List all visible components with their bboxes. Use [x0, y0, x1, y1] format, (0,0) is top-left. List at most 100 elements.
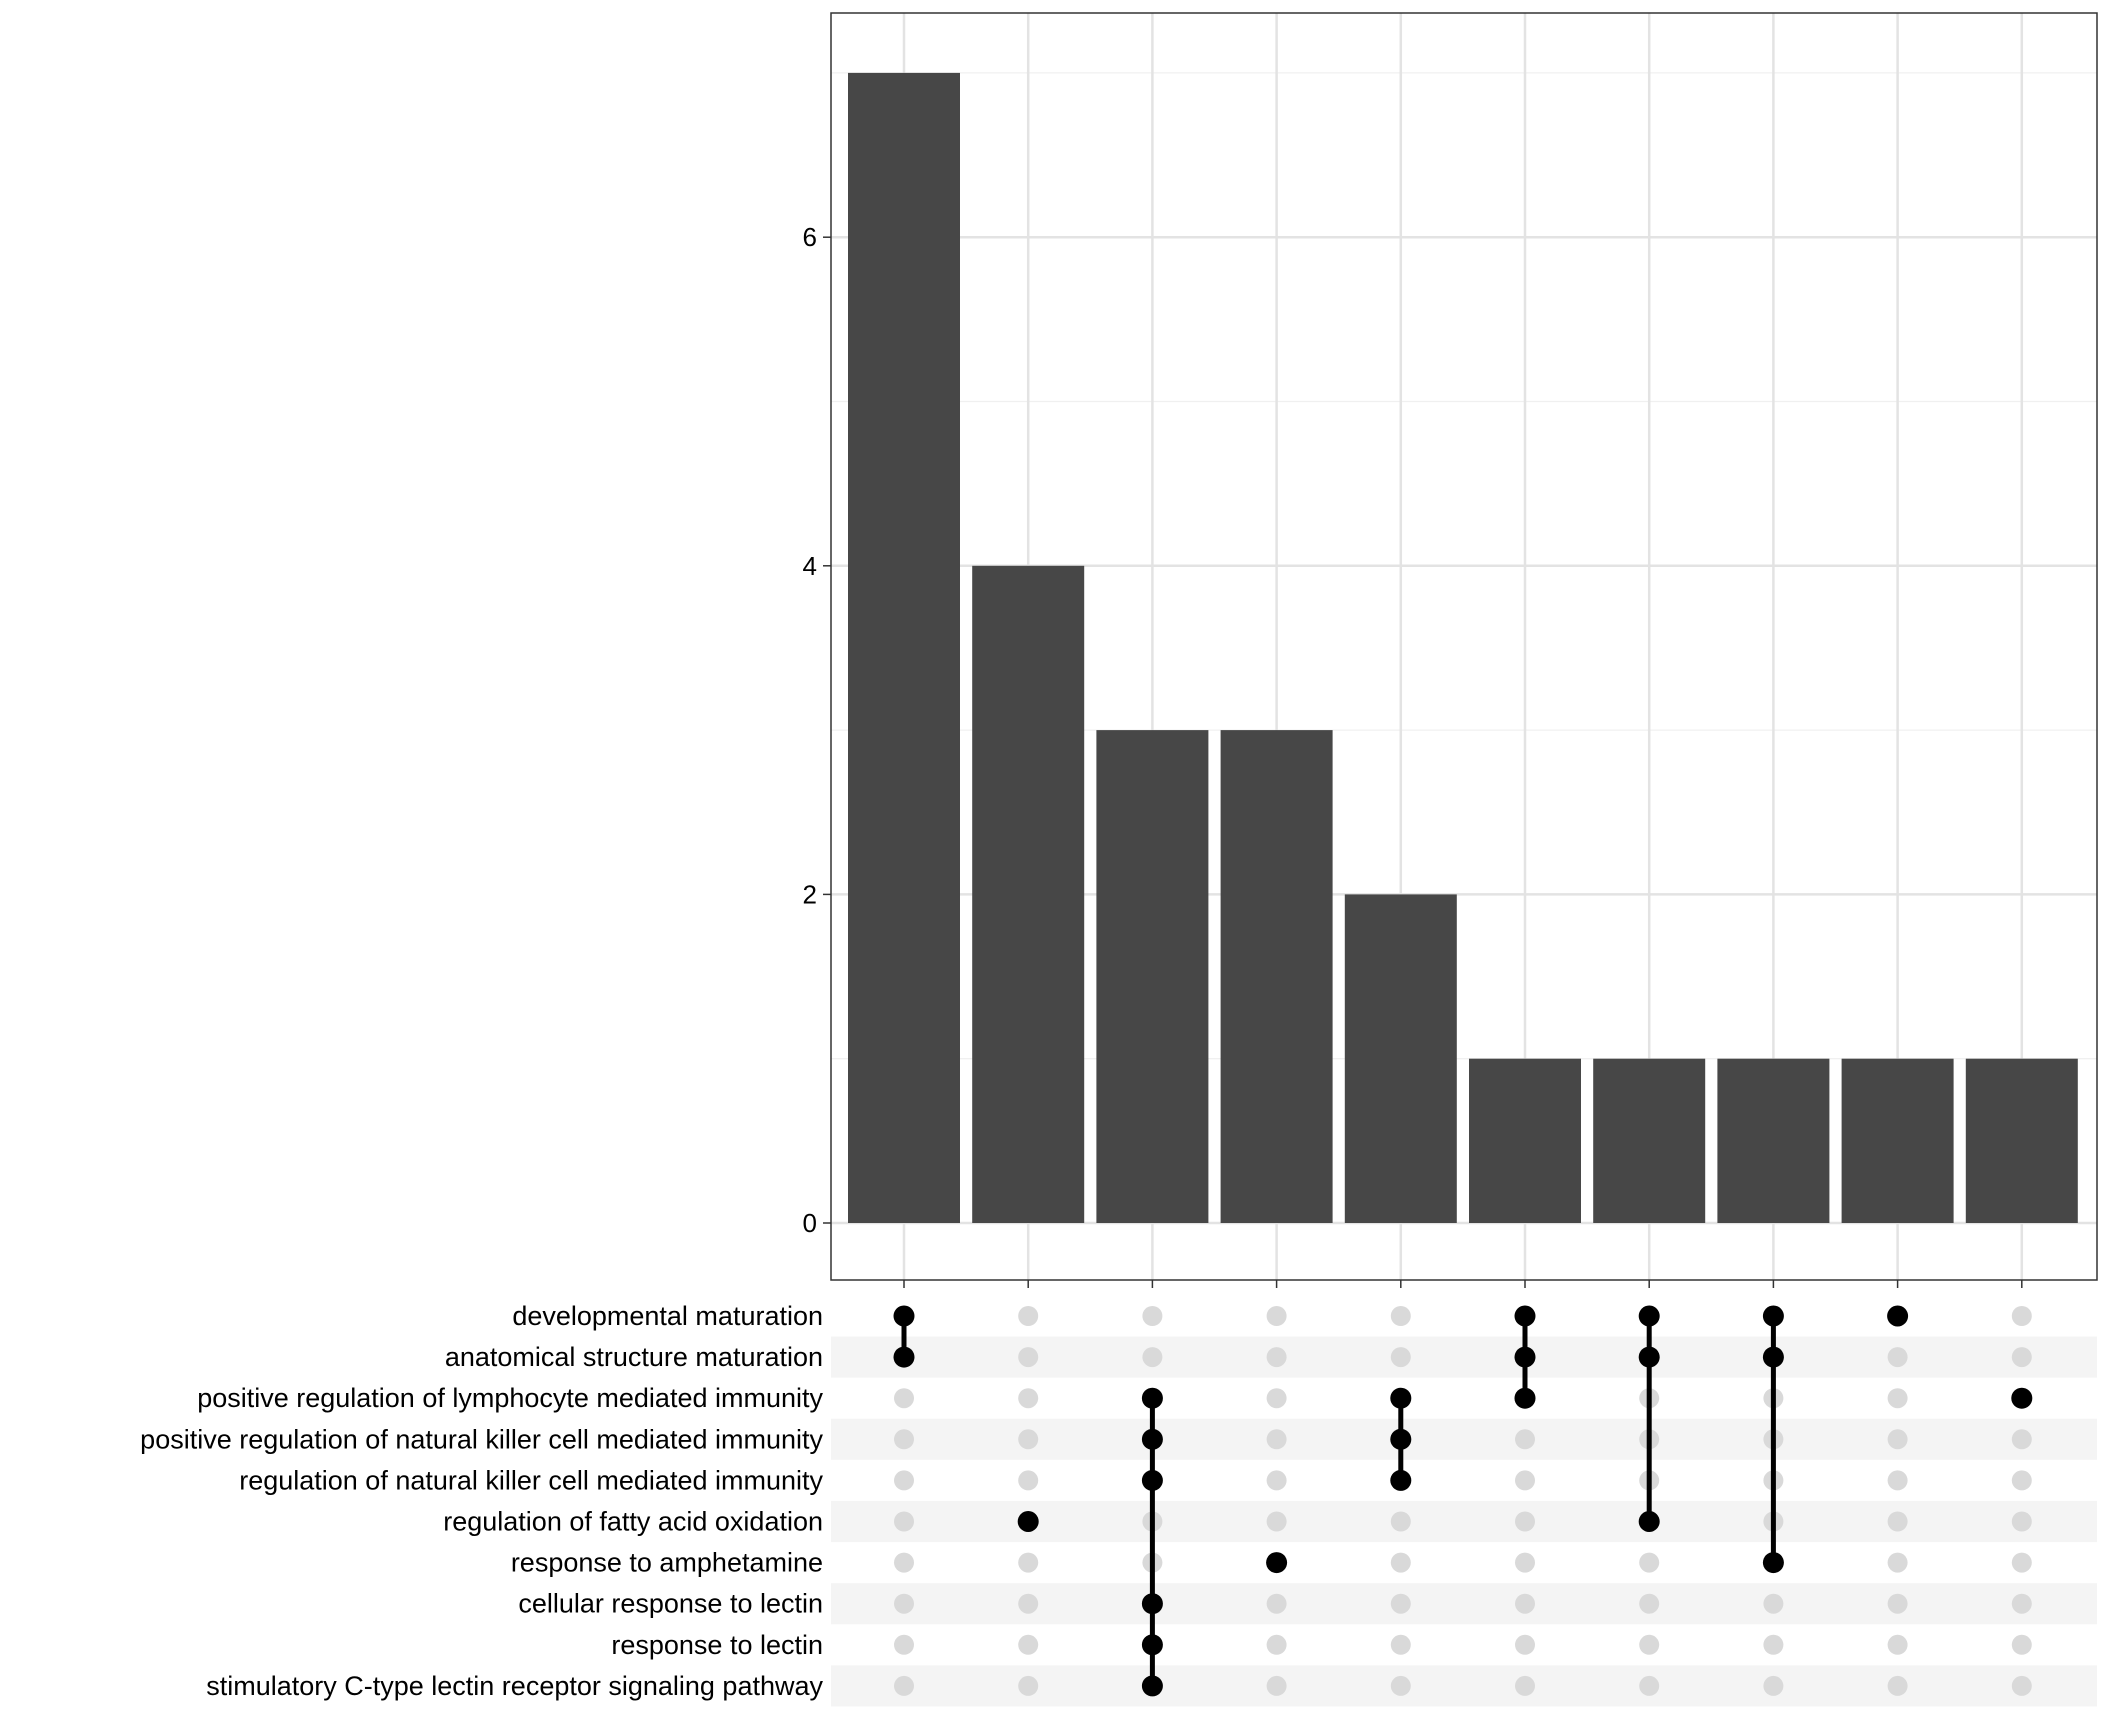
inactive-dot	[1887, 1429, 1908, 1450]
bars	[848, 72, 2078, 1223]
bar-5	[1344, 894, 1457, 1223]
inactive-dot	[1266, 1388, 1287, 1409]
inactive-dot	[1887, 1675, 1908, 1696]
inactive-dot	[1639, 1593, 1660, 1614]
set-label: positive regulation of lymphocyte mediat…	[197, 1383, 823, 1413]
inactive-dot	[1142, 1306, 1163, 1326]
active-dot	[1141, 1428, 1163, 1450]
set-labels: developmental maturation anatomical struc…	[140, 1301, 823, 1701]
inactive-dot	[1639, 1552, 1660, 1573]
inactive-dot	[894, 1470, 914, 1491]
y-axis: 0 2 4 6	[803, 222, 831, 1238]
bar-4	[1220, 730, 1333, 1223]
active-dot	[1514, 1387, 1536, 1409]
inactive-dot	[1763, 1593, 1784, 1614]
inactive-dot	[1639, 1634, 1660, 1655]
inactive-dot	[1018, 1634, 1039, 1655]
bar-1	[848, 72, 960, 1223]
inactive-dot	[1763, 1675, 1784, 1696]
bar-9	[1841, 1058, 1954, 1223]
active-dot	[1017, 1511, 1039, 1532]
inactive-dot	[1515, 1429, 1535, 1450]
inactive-dot	[1887, 1511, 1908, 1532]
inactive-dot	[1390, 1306, 1411, 1326]
inactive-dot	[1018, 1347, 1039, 1368]
inactive-dot	[1515, 1470, 1535, 1491]
bar-2	[972, 565, 1085, 1223]
inactive-dot	[894, 1593, 914, 1614]
inactive-dot	[1142, 1347, 1163, 1368]
inactive-dot	[1515, 1634, 1535, 1655]
inactive-dot	[1887, 1388, 1908, 1409]
inactive-dot	[1515, 1593, 1535, 1614]
inactive-dot	[894, 1429, 914, 1450]
intersection-matrix	[893, 1305, 2033, 1697]
inactive-dot	[2011, 1470, 2032, 1491]
inactive-dot	[1390, 1675, 1411, 1696]
active-dot	[1887, 1305, 1909, 1327]
set-label: developmental maturation	[512, 1301, 823, 1331]
inactive-dot	[2011, 1552, 2032, 1573]
inactive-dot	[1639, 1675, 1660, 1696]
inactive-dot	[1390, 1347, 1411, 1368]
inactive-dot	[2011, 1593, 2032, 1614]
inactive-dot	[1018, 1388, 1039, 1409]
inactive-dot	[1266, 1470, 1287, 1491]
inactive-dot	[1266, 1347, 1287, 1368]
bar-10	[1965, 1058, 2078, 1223]
active-dot	[1141, 1469, 1163, 1491]
y-tick-label: 0	[803, 1208, 817, 1238]
inactive-dot	[2011, 1306, 2032, 1326]
active-dot	[893, 1305, 915, 1327]
active-dot	[1266, 1552, 1288, 1574]
inactive-dot	[894, 1634, 914, 1655]
inactive-dot	[1515, 1552, 1535, 1573]
active-dot	[893, 1346, 915, 1368]
bar-3	[1096, 730, 1209, 1223]
inactive-dot	[1515, 1675, 1535, 1696]
matrix-stripe	[831, 1665, 2097, 1707]
inactive-dot	[1018, 1552, 1039, 1573]
set-label: regulation of fatty acid oxidation	[443, 1507, 823, 1537]
inactive-dot	[1018, 1429, 1039, 1450]
active-dot	[1638, 1305, 1660, 1327]
active-dot	[1141, 1675, 1163, 1697]
inactive-dot	[2011, 1634, 2032, 1655]
inactive-dot	[894, 1511, 914, 1532]
inactive-dot	[1266, 1511, 1287, 1532]
set-label: regulation of natural killer cell mediat…	[239, 1465, 823, 1495]
inactive-dot	[1887, 1593, 1908, 1614]
inactive-dot	[2011, 1429, 2032, 1450]
active-dot	[2011, 1387, 2033, 1409]
y-tick-label: 6	[803, 222, 817, 252]
active-dot	[1762, 1305, 1784, 1327]
active-dot	[1390, 1469, 1412, 1491]
active-dot	[1141, 1387, 1163, 1409]
inactive-dot	[2011, 1675, 2032, 1696]
active-dot	[1638, 1511, 1660, 1532]
inactive-dot	[1515, 1511, 1535, 1532]
inactive-dot	[1763, 1634, 1784, 1655]
inactive-dot	[894, 1675, 914, 1696]
y-tick-label: 4	[803, 551, 817, 581]
inactive-dot	[1390, 1634, 1411, 1655]
active-dot	[1514, 1346, 1536, 1368]
y-tick-label: 2	[803, 879, 817, 909]
active-dot	[1390, 1428, 1412, 1450]
set-label: positive regulation of natural killer ce…	[140, 1424, 823, 1454]
inactive-dot	[1266, 1429, 1287, 1450]
x-axis-ticks	[903, 1280, 2023, 1288]
inactive-dot	[894, 1388, 914, 1409]
inactive-dot	[2011, 1347, 2032, 1368]
active-dot	[1762, 1346, 1784, 1368]
inactive-dot	[1266, 1306, 1287, 1326]
bar-7	[1593, 1058, 1706, 1223]
inactive-dot	[1390, 1511, 1411, 1532]
inactive-dot	[1018, 1593, 1039, 1614]
set-label: stimulatory C-type lectin receptor signa…	[206, 1671, 823, 1701]
plot-panel-border	[830, 12, 2098, 1281]
active-dot	[1141, 1634, 1163, 1656]
active-dot	[1141, 1593, 1163, 1615]
inactive-dot	[1266, 1593, 1287, 1614]
inactive-dot	[1887, 1634, 1908, 1655]
